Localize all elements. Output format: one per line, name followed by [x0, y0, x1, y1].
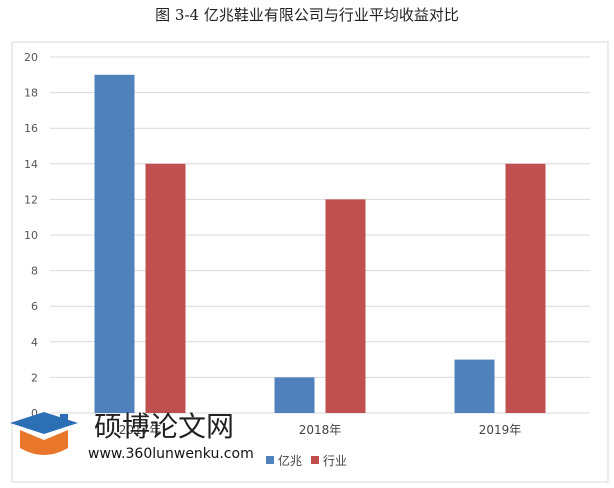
y-tick-label: 20 — [24, 51, 38, 64]
y-tick-label: 0 — [31, 407, 38, 420]
x-tick-label: 2019年 — [479, 423, 522, 437]
bar-yizhao-2017年 — [94, 74, 135, 414]
watermark-url: www.360lunwenku.com — [88, 446, 254, 462]
watermark-logo: 硕博论文网 www.360lunwenku.com — [10, 410, 254, 462]
y-tick-label: 18 — [24, 87, 38, 100]
y-tick-label: 10 — [24, 229, 38, 242]
y-tick-label: 16 — [24, 122, 38, 135]
bar-industry-2018年 — [325, 199, 366, 413]
watermark-title: 硕博论文网 — [94, 410, 234, 443]
bar-industry-2017年 — [145, 163, 186, 413]
legend-swatch-industry — [311, 456, 319, 464]
gridlines — [50, 56, 590, 414]
bars — [94, 74, 546, 414]
figure-title: 图 3-4 亿兆鞋业有限公司与行业平均收益对比 — [155, 6, 459, 24]
y-tick-label: 4 — [31, 336, 38, 349]
y-tick-label: 8 — [31, 265, 38, 278]
bar-industry-2019年 — [505, 163, 546, 413]
x-tick-label: 2017年 — [119, 423, 162, 437]
chart-border — [11, 41, 609, 483]
x-tick-label: 2018年 — [299, 423, 342, 437]
legend-label-industry: 行业 — [323, 454, 347, 468]
legend: 亿兆 行业 — [266, 453, 347, 468]
legend-swatch-yizhao — [266, 456, 274, 464]
y-tick-label: 6 — [31, 300, 38, 313]
bar-yizhao-2019年 — [454, 359, 495, 413]
y-axis: 0 2 4 6 8 10 12 14 16 18 20 — [24, 51, 38, 420]
y-tick-label: 12 — [24, 193, 38, 206]
x-axis: 2017年 2018年 2019年 — [119, 423, 522, 437]
bar-yizhao-2018年 — [274, 377, 315, 413]
y-tick-label: 14 — [24, 158, 38, 171]
legend-label-yizhao: 亿兆 — [278, 453, 302, 468]
y-tick-label: 2 — [31, 371, 38, 384]
